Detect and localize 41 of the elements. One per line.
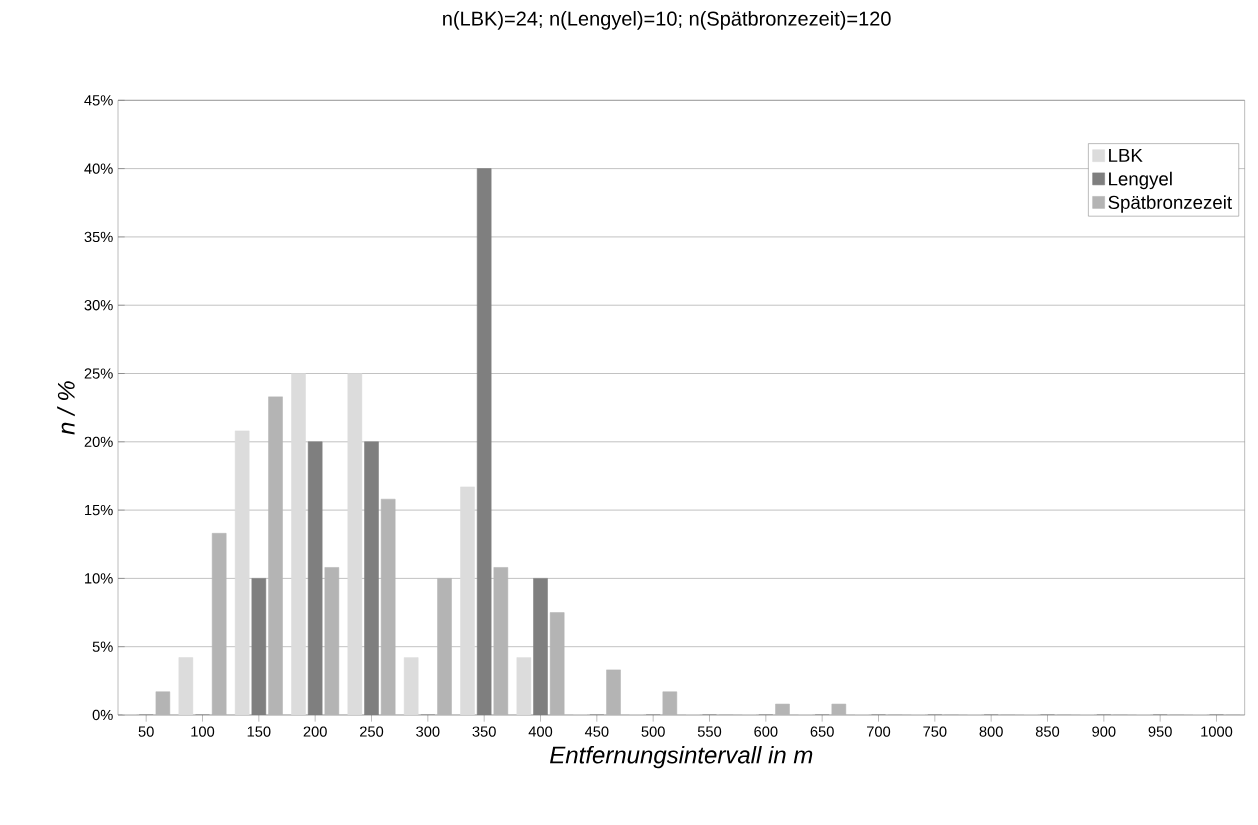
y-tick-label: 35% xyxy=(84,231,113,243)
chart-title: n(LBK)=24; n(Lengyel)=10; n(Spätbronzezeit)=120 xyxy=(443,11,891,30)
x-tick-label: 600 xyxy=(754,726,778,737)
x-tick-label: 450 xyxy=(584,726,609,737)
x-tick-label: 1000 xyxy=(1201,726,1233,737)
x-tick-label: 700 xyxy=(867,726,891,737)
x-tick-label: 50 xyxy=(138,726,154,737)
y-tick-label: 15% xyxy=(85,504,113,516)
x-tick-label: 800 xyxy=(979,726,1003,737)
x-tick-label: 200 xyxy=(303,726,327,737)
y-tick-label: 25% xyxy=(84,368,113,379)
legend-label: Lengyel xyxy=(1109,171,1172,190)
y-tick-label: 10% xyxy=(85,573,113,584)
x-tick-label: 150 xyxy=(247,726,271,737)
x-axis-title: Entfernungsintervall in m xyxy=(550,745,813,769)
y-tick-label: 5% xyxy=(92,641,113,652)
x-tick-label: 500 xyxy=(641,726,665,737)
x-tick-label: 750 xyxy=(923,726,947,737)
bar xyxy=(662,691,678,715)
y-axis-title: n / % xyxy=(57,381,75,435)
y-tick-label: 30% xyxy=(84,300,113,311)
x-tick-label: 650 xyxy=(810,726,834,737)
y-tick-label: 40% xyxy=(84,163,113,174)
legend-label: Spätbronzezeit xyxy=(1108,195,1232,213)
x-tick-label: 300 xyxy=(416,726,440,737)
bar xyxy=(155,691,171,715)
x-tick-label: 950 xyxy=(1148,726,1172,737)
x-tick-label: 100 xyxy=(191,726,215,737)
x-tick-label: 400 xyxy=(528,726,553,737)
bar xyxy=(775,703,790,715)
x-tick-label: 350 xyxy=(472,726,496,737)
x-tick-label: 250 xyxy=(360,726,384,737)
legend-label: LBK xyxy=(1109,148,1143,162)
x-tick-label: 850 xyxy=(1035,726,1060,737)
y-tick-label: 0% xyxy=(92,709,113,721)
bar xyxy=(831,703,847,715)
x-tick-label: 900 xyxy=(1092,726,1116,737)
bar xyxy=(606,669,621,715)
y-tick-label: 45% xyxy=(84,95,113,106)
x-tick-label: 550 xyxy=(697,726,722,737)
y-tick-label: 20% xyxy=(84,436,113,447)
